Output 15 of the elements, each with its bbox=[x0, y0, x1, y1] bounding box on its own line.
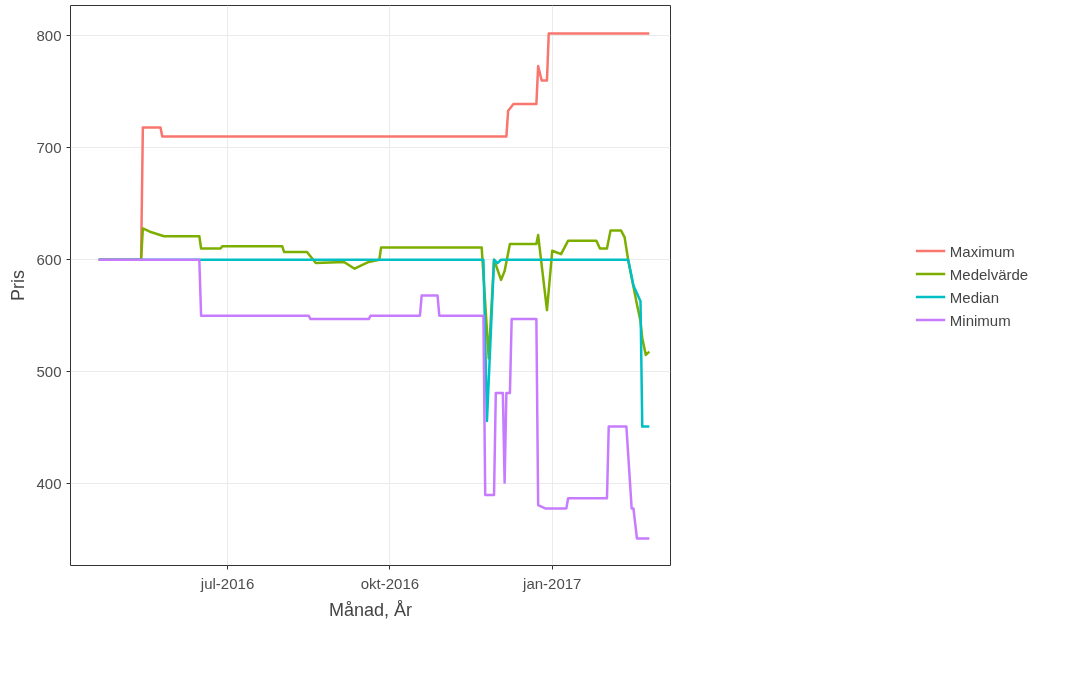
x-tick-label: jan-2017 bbox=[522, 574, 582, 592]
y-axis-title: Pris bbox=[8, 270, 29, 301]
line-series bbox=[97, 258, 651, 540]
y-tick-label: 500 bbox=[36, 362, 62, 380]
legend-label: Maximum bbox=[949, 242, 1015, 259]
y-tick-label: 600 bbox=[36, 250, 62, 268]
legend-label: Minimum bbox=[949, 311, 1011, 328]
y-tick-label: 700 bbox=[36, 138, 62, 156]
legend-label: Medelvärde bbox=[949, 265, 1029, 282]
x-tick-label: jul-2016 bbox=[199, 574, 255, 592]
y-tick-label: 400 bbox=[36, 474, 62, 492]
x-axis-title: Månad, År bbox=[328, 599, 413, 620]
x-tick-label: okt-2016 bbox=[360, 574, 420, 592]
y-tick-label: 800 bbox=[36, 26, 62, 44]
legend-label: Median bbox=[949, 288, 1000, 305]
